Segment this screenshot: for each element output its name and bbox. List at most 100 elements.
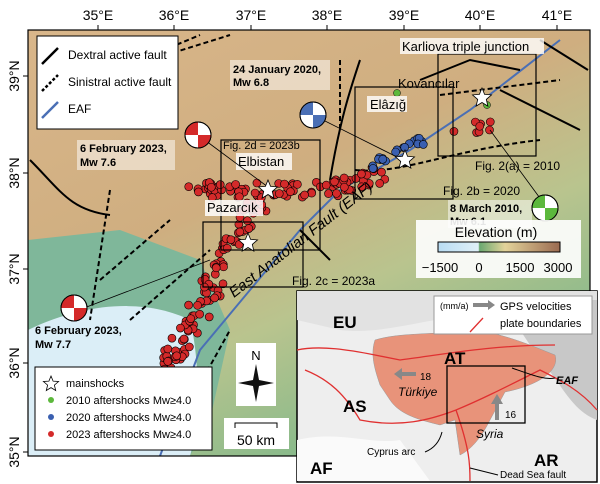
aftershock-2023 bbox=[167, 333, 177, 343]
aftershock-2023 bbox=[293, 180, 302, 189]
plate-boundary-symbol bbox=[469, 317, 484, 333]
fault-line bbox=[299, 229, 331, 261]
fault-line bbox=[419, 58, 521, 81]
aftershock-2023 bbox=[215, 180, 225, 189]
fault-line bbox=[439, 79, 561, 96]
cyprus-pointer bbox=[424, 431, 443, 453]
lat-tick-label: 39°N bbox=[6, 60, 22, 91]
eaf-symbol bbox=[41, 101, 59, 119]
aftershock-2023 bbox=[330, 177, 339, 187]
aftershock-2023 bbox=[193, 301, 202, 310]
aftershock-2020 bbox=[368, 164, 378, 173]
dead-sea-pointer bbox=[469, 467, 499, 476]
mainshock-star-icon bbox=[42, 374, 60, 392]
aftershock-2023 bbox=[204, 312, 214, 322]
velocity-west: 18 bbox=[420, 372, 432, 383]
beachball-connectors bbox=[83, 114, 546, 309]
lat-tick-label: 38°N bbox=[6, 157, 22, 188]
aftershock-2023 bbox=[339, 173, 349, 183]
place-kovancilar: Kovancılar bbox=[398, 76, 460, 91]
legend-sinistral: Sinistral active fault bbox=[68, 75, 172, 89]
event-2010-date: 8 March 2010, bbox=[450, 203, 522, 215]
fault-line bbox=[89, 189, 111, 321]
aftershock-2023 bbox=[250, 188, 260, 198]
fig-2d-label: Fig. 2d = 2023b bbox=[223, 140, 300, 152]
fig-2c-label: Fig. 2c = 2023a bbox=[292, 274, 375, 288]
aftershock-2023 bbox=[195, 309, 204, 319]
elevation-tick: −1500 bbox=[422, 260, 459, 275]
place-elbistan: Elbistan bbox=[238, 154, 284, 169]
aftershock-2023 bbox=[332, 189, 341, 198]
inset-label-at: AT bbox=[444, 349, 466, 368]
legend-2010-dot bbox=[48, 397, 54, 403]
aftershock-2023 bbox=[163, 344, 173, 354]
inset-legend bbox=[433, 295, 593, 335]
mainshock-star-icon bbox=[257, 178, 279, 199]
legend-mainshocks: mainshocks bbox=[66, 378, 125, 390]
lon-tick-label: 36°E bbox=[159, 7, 190, 23]
place-pazarcik: Pazarcık bbox=[207, 200, 258, 215]
beachball-2010-icon bbox=[531, 194, 559, 222]
inset-label-eaf: EAF bbox=[556, 375, 578, 387]
aftershock-2023 bbox=[218, 279, 228, 289]
event-2020-date: 24 January 2020, bbox=[233, 64, 321, 76]
aftershock-2023 bbox=[210, 293, 219, 303]
aftershock-2023 bbox=[321, 180, 331, 190]
fault-line bbox=[499, 89, 581, 131]
elevation-tick: 0 bbox=[475, 260, 482, 275]
aftershock-2023 bbox=[485, 117, 495, 127]
dextral-fault-symbol bbox=[41, 47, 59, 65]
aftershock-2023 bbox=[324, 189, 333, 198]
mainshock-star-icon bbox=[237, 231, 259, 252]
aftershock-2023 bbox=[176, 323, 185, 333]
aftershock-2023 bbox=[357, 169, 366, 179]
aftershock-2023 bbox=[252, 178, 262, 188]
fault-line bbox=[129, 249, 211, 321]
aftershock-2023 bbox=[207, 182, 216, 192]
aftershock-2023 bbox=[377, 167, 386, 177]
event-labels: 24 January 2020, Mw 6.8 6 February 2023,… bbox=[35, 60, 532, 351]
lon-tick-label: 39°E bbox=[389, 7, 420, 23]
eaf-trace bbox=[159, 39, 561, 456]
fault-line bbox=[329, 59, 361, 181]
fig-2a-label: Fig. 2(a) = 2010 bbox=[475, 159, 560, 173]
aftershock-2023 bbox=[375, 179, 384, 188]
event-2023b-mag: Mw 7.6 bbox=[80, 157, 116, 169]
scale-bar bbox=[234, 422, 278, 428]
aftershock-2023 bbox=[243, 216, 252, 226]
lon-tick-label: 38°E bbox=[312, 7, 343, 23]
shock-legend bbox=[34, 366, 213, 451]
aftershock-2023 bbox=[286, 187, 295, 196]
aftershock-2023 bbox=[235, 227, 245, 237]
legend-2023: 2023 aftershocks Mw≥4.0 bbox=[66, 429, 191, 441]
aftershock-2023 bbox=[185, 342, 194, 352]
fault-line bbox=[99, 219, 171, 281]
event-2020-mag: Mw 6.8 bbox=[233, 77, 269, 89]
aftershock-2023 bbox=[163, 357, 173, 366]
inset-map: (mm/a) GPS velocities plate boundaries E… bbox=[296, 290, 598, 483]
aftershock-2023 bbox=[244, 224, 254, 233]
lat-tick-label: 35°N bbox=[6, 436, 22, 467]
gps-arrow-north-icon bbox=[491, 394, 503, 420]
scale-label: 50 km bbox=[237, 432, 275, 448]
aftershock-2023 bbox=[172, 351, 182, 361]
aftershock-2020 bbox=[378, 154, 388, 164]
legend-2010: 2010 aftershocks Mw≥4.0 bbox=[66, 395, 191, 407]
beachball-2020-icon bbox=[299, 101, 327, 129]
mainshock-star-icon bbox=[471, 86, 493, 107]
aftershock-2023 bbox=[449, 127, 459, 136]
event-2023a-date: 6 February 2023, bbox=[35, 325, 122, 337]
inset-label-cyprus-arc: Cyprus arc bbox=[367, 447, 415, 458]
aftershock-2023 bbox=[194, 187, 203, 197]
elevation-tick: 3000 bbox=[544, 260, 573, 275]
fault-line bbox=[29, 159, 111, 216]
compass-north-label: N bbox=[251, 348, 260, 363]
aftershock-2023 bbox=[186, 314, 196, 323]
aftershock-2023 bbox=[179, 334, 189, 344]
legend-2020: 2020 aftershocks Mw≥4.0 bbox=[66, 412, 191, 424]
inset-legend-units: (mm/a) bbox=[440, 301, 469, 311]
inset-label-turkiye: Türkiye bbox=[398, 385, 438, 399]
place-elazig: Elâzığ bbox=[370, 97, 406, 112]
aftershock-2023 bbox=[231, 180, 240, 189]
